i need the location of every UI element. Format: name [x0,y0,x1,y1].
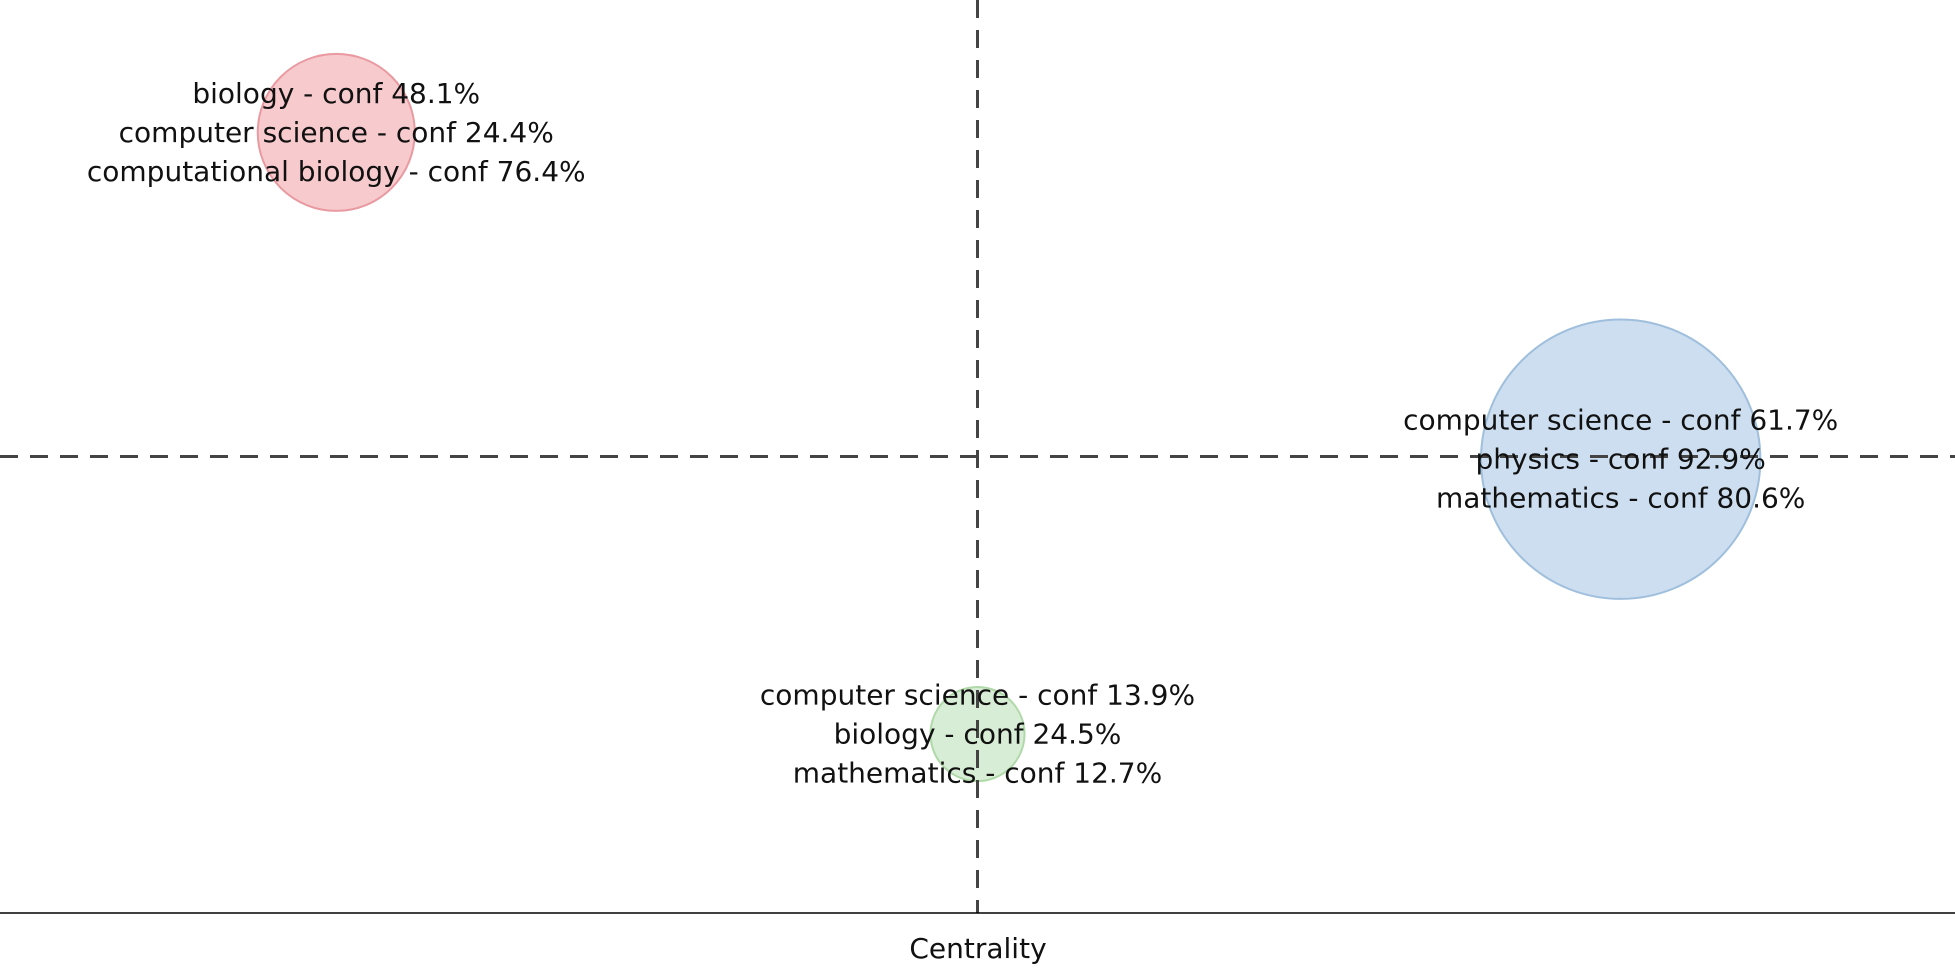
x-axis: Centrality [0,912,1955,965]
bubble-1-label-2: computer science - conf 24.4% [119,116,554,149]
points-layer [256,52,1762,783]
x-axis-label: Centrality [909,932,1046,965]
bubble-1-label-1: biology - conf 48.1% [192,77,480,110]
bubble-3-label-3: mathematics - conf 12.7% [793,757,1162,790]
bubble-2-label-2: physics - conf 92.9% [1476,443,1766,476]
bubble-2-label-1: computer science - conf 61.7% [1403,404,1838,437]
bubble-1-label-3: computational biology - conf 76.4% [87,155,586,188]
bubble-2-label-3: mathematics - conf 80.6% [1436,482,1805,515]
bubble-2[interactable] [1480,318,1762,600]
bubble-3-label-2: biology - conf 24.5% [834,718,1122,751]
bubble-3-label-1: computer science - conf 13.9% [760,679,1195,712]
reference-lines [0,0,1955,913]
bubble-1[interactable] [256,52,416,212]
labels-layer: biology - conf 48.1% computer science - c… [87,77,1838,790]
